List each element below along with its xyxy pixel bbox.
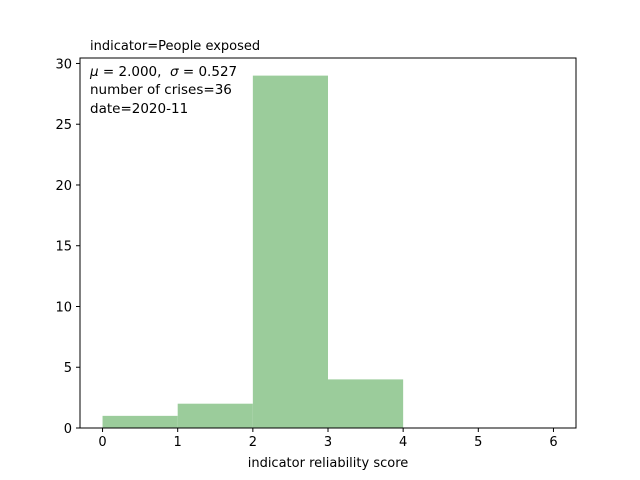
mu-symbol: μ bbox=[89, 64, 99, 80]
y-tick-label: 25 bbox=[55, 118, 72, 133]
y-tick-label: 5 bbox=[64, 361, 72, 376]
y-axis: 0 5 10 15 20 25 30 bbox=[55, 57, 80, 437]
y-tick-label: 10 bbox=[55, 300, 72, 315]
sigma-symbol: σ bbox=[170, 64, 179, 80]
y-tick-label: 20 bbox=[55, 179, 72, 194]
mu-value: = 2.000, bbox=[99, 64, 170, 80]
histogram-bar-2 bbox=[252, 75, 328, 428]
chart-title: indicator=People exposed bbox=[90, 39, 260, 54]
x-tick-label: 4 bbox=[399, 435, 407, 450]
histogram-bar-1 bbox=[177, 403, 253, 428]
x-tick-label: 3 bbox=[324, 435, 332, 450]
histogram-bar-0 bbox=[102, 415, 178, 428]
x-axis-label: indicator reliability score bbox=[248, 456, 409, 471]
bars-group bbox=[102, 75, 404, 428]
crises-count-line: number of crises=36 bbox=[90, 82, 232, 98]
sigma-value: = 0.527 bbox=[179, 64, 238, 80]
y-tick-label: 30 bbox=[55, 57, 72, 72]
histogram-bar-3 bbox=[328, 379, 404, 428]
y-tick-label: 0 bbox=[64, 422, 72, 437]
x-tick-label: 6 bbox=[549, 435, 557, 450]
date-line: date=2020-11 bbox=[90, 101, 188, 117]
x-tick-label: 0 bbox=[98, 435, 106, 450]
stats-annotation: μ = 2.000, σ = 0.527 number of crises=36… bbox=[89, 64, 237, 117]
x-axis: 0 1 2 3 4 5 6 bbox=[98, 428, 558, 450]
stats-line: μ = 2.000, σ = 0.527 bbox=[89, 64, 237, 80]
x-tick-label: 5 bbox=[474, 435, 482, 450]
y-tick-label: 15 bbox=[55, 240, 72, 255]
x-tick-label: 1 bbox=[174, 435, 182, 450]
x-tick-label: 2 bbox=[249, 435, 257, 450]
